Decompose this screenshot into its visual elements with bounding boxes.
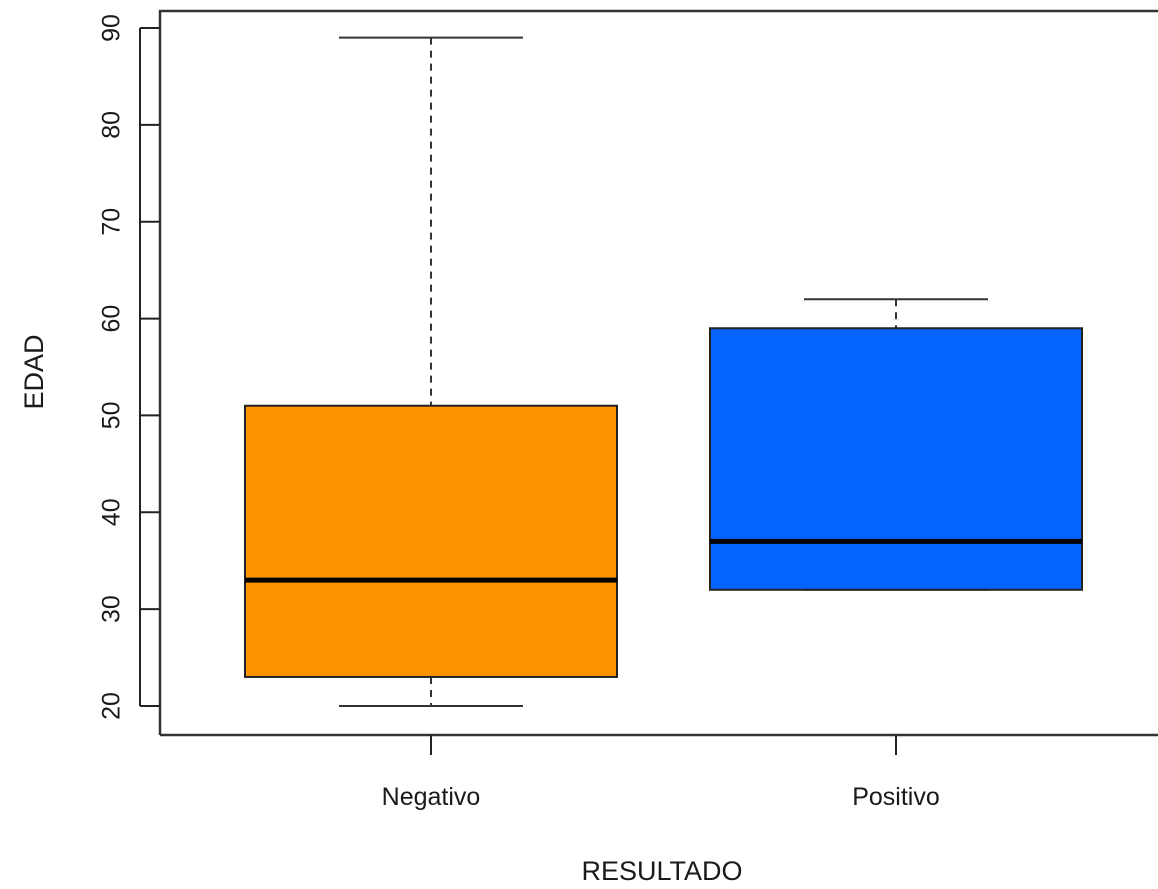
plot-frame-layer — [158, 9, 1158, 737]
box-negativo — [244, 36, 618, 707]
iqr-box — [709, 327, 1083, 591]
box-positivo — [709, 298, 1083, 591]
y-axis-title: EDAD — [19, 334, 49, 409]
y-tick-label: 60 — [98, 305, 126, 333]
y-tick-label: 30 — [98, 595, 126, 623]
axes-layer: 20 30 40 50 60 70 80 90 Negativo Positivo — [98, 14, 940, 811]
x-tick-label: Negativo — [382, 783, 481, 811]
plot-frame — [158, 9, 1158, 735]
y-tick-label: 40 — [98, 498, 126, 526]
y-tick-label: 80 — [98, 111, 126, 139]
y-tick-label: 70 — [98, 208, 126, 236]
y-tick-label: 90 — [98, 14, 126, 42]
x-tick-label: Positivo — [852, 783, 940, 811]
boxes-layer — [244, 36, 1083, 707]
iqr-box — [244, 404, 618, 678]
x-axis-title: RESULTADO — [581, 856, 742, 886]
y-tick-label: 50 — [98, 402, 126, 430]
y-tick-label: 20 — [98, 692, 126, 720]
